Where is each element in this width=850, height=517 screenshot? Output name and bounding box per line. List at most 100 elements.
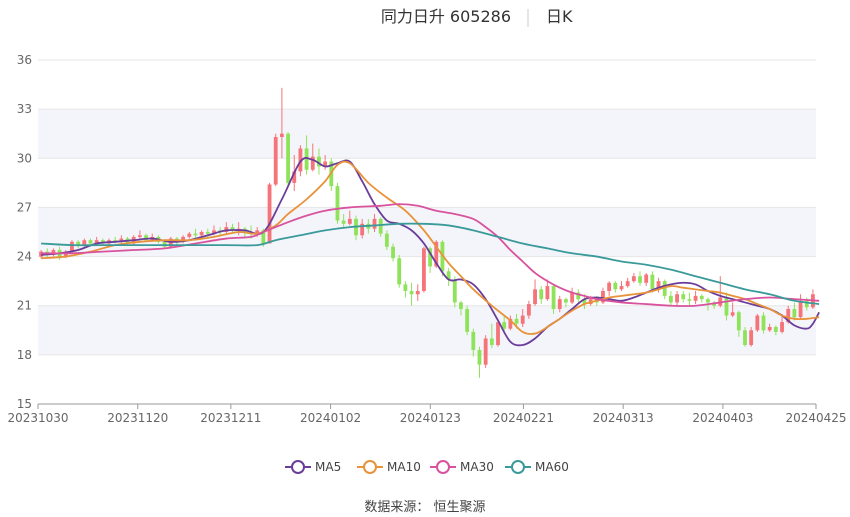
legend-marker bbox=[511, 460, 525, 474]
candle bbox=[743, 327, 747, 347]
series-line-ma30 bbox=[41, 203, 820, 307]
candle bbox=[230, 223, 235, 234]
candle bbox=[317, 148, 321, 175]
candle-body bbox=[792, 308, 797, 318]
candle-body bbox=[619, 286, 624, 290]
candle bbox=[687, 292, 692, 306]
candle-body bbox=[662, 281, 667, 296]
candle-body bbox=[76, 241, 81, 246]
legend-item-ma60[interactable]: MA60 bbox=[505, 460, 569, 474]
candle bbox=[607, 281, 612, 296]
candle bbox=[286, 132, 290, 188]
series-line-ma60 bbox=[41, 222, 820, 305]
legend-item-ma30[interactable]: MA30 bbox=[430, 460, 494, 474]
candle-body bbox=[520, 315, 525, 324]
x-tick-label: 20231030 bbox=[7, 411, 68, 425]
candle bbox=[372, 213, 377, 232]
plot-bands bbox=[38, 109, 816, 355]
candle-body bbox=[570, 292, 575, 303]
candle-body bbox=[187, 233, 192, 237]
candle bbox=[539, 286, 544, 305]
candle bbox=[397, 254, 402, 288]
candle-body bbox=[656, 281, 661, 290]
candle-body bbox=[378, 218, 383, 234]
candle-body bbox=[526, 304, 531, 316]
candle-body bbox=[477, 349, 482, 365]
candle-body bbox=[804, 300, 809, 308]
x-tick-label: 20240313 bbox=[593, 411, 654, 425]
candle bbox=[341, 213, 346, 228]
candle-body bbox=[564, 299, 568, 303]
candle bbox=[792, 302, 797, 321]
candle bbox=[613, 281, 618, 293]
legend-item-ma10[interactable]: MA10 bbox=[357, 460, 421, 474]
candle-body bbox=[755, 315, 760, 331]
x-axis: 20231030 20231120 20231211 20240102 20240123… bbox=[7, 403, 847, 425]
candle-body bbox=[94, 240, 99, 244]
candle-body bbox=[397, 258, 402, 285]
candle bbox=[273, 133, 278, 187]
y-tick-label: 21 bbox=[17, 299, 32, 313]
y-tick-label: 15 bbox=[17, 397, 32, 411]
x-tick-label: 20240123 bbox=[400, 411, 461, 425]
candle bbox=[279, 87, 284, 159]
candle bbox=[477, 346, 482, 378]
candle bbox=[767, 323, 772, 332]
candle-body bbox=[286, 133, 290, 183]
candle-body bbox=[502, 322, 507, 329]
candle-body bbox=[749, 330, 754, 346]
candle-body bbox=[459, 302, 463, 309]
candle bbox=[471, 328, 476, 357]
candle-body bbox=[409, 290, 414, 295]
candle bbox=[736, 310, 741, 337]
candle-body bbox=[347, 218, 352, 224]
candle-body bbox=[557, 299, 562, 309]
moving-average-lines bbox=[41, 157, 820, 347]
candle bbox=[681, 290, 686, 303]
candle-body bbox=[298, 148, 303, 172]
candle bbox=[619, 281, 624, 291]
legend-label: MA60 bbox=[535, 460, 569, 474]
candle bbox=[181, 235, 186, 244]
candle-body bbox=[613, 282, 618, 290]
candle-body bbox=[607, 282, 612, 291]
candle bbox=[421, 246, 426, 293]
candle-body bbox=[644, 274, 649, 283]
y-tick-label: 27 bbox=[17, 200, 32, 214]
candle-body bbox=[625, 281, 630, 287]
candle-body bbox=[687, 299, 692, 301]
data-source: 数据来源： 恒生聚源 bbox=[364, 500, 485, 515]
candle-body bbox=[82, 240, 87, 246]
candle-body bbox=[798, 300, 803, 318]
candle-body bbox=[706, 299, 710, 303]
candle-body bbox=[279, 133, 284, 137]
candle-body bbox=[119, 238, 124, 242]
candle bbox=[465, 305, 470, 336]
candle-body bbox=[767, 327, 772, 331]
x-tick-label: 20240403 bbox=[692, 411, 753, 425]
series-line-ma5 bbox=[41, 157, 820, 347]
candle-body bbox=[489, 338, 494, 346]
candle bbox=[378, 217, 383, 237]
legend-item-ma5[interactable]: MA5 bbox=[285, 460, 341, 474]
candle bbox=[780, 313, 784, 334]
candle bbox=[520, 308, 525, 328]
candle-body bbox=[310, 156, 315, 170]
candle-body bbox=[137, 235, 142, 237]
candle-body bbox=[483, 338, 488, 365]
candle-body bbox=[582, 299, 587, 305]
candle-body bbox=[199, 232, 204, 236]
x-tick-label: 20231211 bbox=[200, 411, 261, 425]
legend[interactable]: MA5 MA10 MA30 MA60 bbox=[285, 460, 569, 474]
candle-body bbox=[304, 148, 309, 170]
legend-marker bbox=[291, 460, 305, 474]
candle bbox=[409, 282, 414, 306]
candle-body bbox=[255, 230, 260, 234]
candle-body bbox=[668, 295, 673, 303]
candle bbox=[810, 289, 815, 309]
candle-body bbox=[471, 331, 476, 350]
candle bbox=[415, 284, 420, 301]
candle-body bbox=[675, 294, 679, 303]
legend-marker bbox=[363, 460, 377, 474]
